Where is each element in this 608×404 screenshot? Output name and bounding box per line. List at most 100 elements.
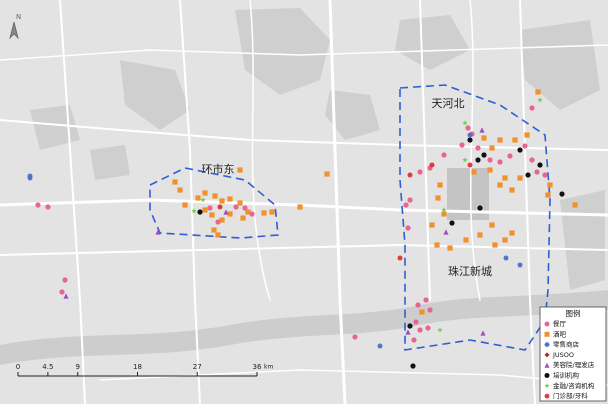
marker bbox=[492, 242, 498, 248]
marker bbox=[544, 373, 550, 378]
marker bbox=[405, 329, 411, 335]
marker bbox=[242, 205, 248, 211]
marker bbox=[427, 165, 433, 171]
marker bbox=[529, 105, 535, 111]
scale-label: 9 bbox=[76, 363, 80, 371]
marker bbox=[509, 230, 515, 236]
marker bbox=[407, 323, 413, 329]
legend-label: JUSOO bbox=[552, 351, 574, 359]
marker bbox=[477, 205, 483, 211]
scale-bar: 0 4.5 9 18 27 36 km bbox=[16, 363, 273, 377]
marker bbox=[449, 220, 455, 226]
legend-label: 酒吧 bbox=[553, 330, 567, 338]
scale-label: 0 bbox=[16, 363, 20, 371]
marker bbox=[209, 212, 215, 218]
marker bbox=[441, 211, 447, 217]
marker bbox=[62, 277, 68, 283]
marker bbox=[200, 197, 206, 203]
marker bbox=[407, 197, 413, 203]
marker bbox=[475, 157, 481, 163]
legend-label: 美容院/理发店 bbox=[553, 360, 595, 369]
marker bbox=[177, 187, 183, 193]
marker bbox=[437, 327, 443, 333]
marker bbox=[429, 162, 435, 168]
marker bbox=[487, 157, 493, 163]
marker bbox=[509, 187, 515, 193]
marker bbox=[417, 327, 423, 333]
marker bbox=[419, 309, 425, 315]
river bbox=[0, 290, 608, 365]
marker bbox=[217, 204, 223, 210]
marker bbox=[415, 302, 421, 308]
marker bbox=[261, 210, 267, 216]
marker bbox=[207, 205, 213, 211]
marker bbox=[467, 162, 473, 168]
marker bbox=[245, 209, 251, 215]
marker bbox=[212, 193, 218, 199]
marker bbox=[534, 169, 540, 175]
marker bbox=[441, 152, 447, 158]
marker bbox=[507, 153, 513, 159]
marker bbox=[462, 120, 468, 126]
marker bbox=[434, 242, 440, 248]
marker bbox=[172, 179, 178, 185]
marker bbox=[535, 89, 541, 95]
marker bbox=[211, 227, 217, 233]
marker bbox=[410, 363, 416, 369]
legend-box bbox=[539, 306, 607, 402]
marker bbox=[517, 147, 523, 153]
marker bbox=[59, 289, 65, 295]
legend-label: 门诊部/牙科 bbox=[553, 391, 588, 400]
marker bbox=[537, 97, 543, 103]
marker bbox=[462, 157, 468, 163]
marker bbox=[182, 202, 188, 208]
marker bbox=[215, 232, 221, 238]
marker bbox=[544, 383, 550, 389]
marker bbox=[219, 217, 225, 223]
marker bbox=[45, 204, 51, 210]
marker bbox=[425, 325, 431, 331]
marker bbox=[479, 127, 485, 133]
marker bbox=[377, 343, 383, 349]
marker bbox=[324, 171, 330, 177]
marker bbox=[459, 142, 465, 148]
scale-label: 18 bbox=[133, 363, 142, 371]
legend-title: 图例 bbox=[566, 308, 581, 318]
scale-label: 36 bbox=[253, 363, 262, 371]
marker bbox=[155, 229, 161, 235]
marker bbox=[529, 157, 535, 163]
marker bbox=[423, 297, 429, 303]
marker bbox=[195, 195, 201, 201]
marker bbox=[441, 207, 447, 213]
marker bbox=[480, 330, 486, 336]
marker bbox=[547, 182, 553, 188]
marker bbox=[297, 204, 303, 210]
legend-label: 零售商店 bbox=[553, 340, 580, 349]
marker bbox=[435, 195, 441, 201]
marker bbox=[502, 175, 508, 181]
marker bbox=[489, 145, 495, 151]
marker bbox=[227, 211, 233, 217]
marker bbox=[202, 190, 208, 196]
marker bbox=[35, 202, 41, 208]
marker bbox=[233, 204, 239, 210]
marker bbox=[544, 321, 550, 327]
marker bbox=[417, 169, 423, 175]
marker bbox=[405, 225, 411, 231]
marker bbox=[517, 262, 523, 268]
marker bbox=[544, 342, 550, 348]
marker bbox=[481, 135, 487, 141]
marker bbox=[413, 319, 419, 325]
marker bbox=[497, 182, 503, 188]
marker bbox=[237, 200, 243, 206]
area-label: 天河北 bbox=[432, 97, 465, 110]
marker bbox=[249, 211, 255, 217]
marker bbox=[544, 393, 550, 399]
legend-label: 金融/咨询机构 bbox=[553, 381, 595, 390]
area-label: 环市东 bbox=[202, 162, 235, 176]
marker bbox=[524, 132, 530, 138]
marker bbox=[63, 293, 69, 299]
points bbox=[27, 89, 578, 369]
parks bbox=[30, 8, 605, 290]
